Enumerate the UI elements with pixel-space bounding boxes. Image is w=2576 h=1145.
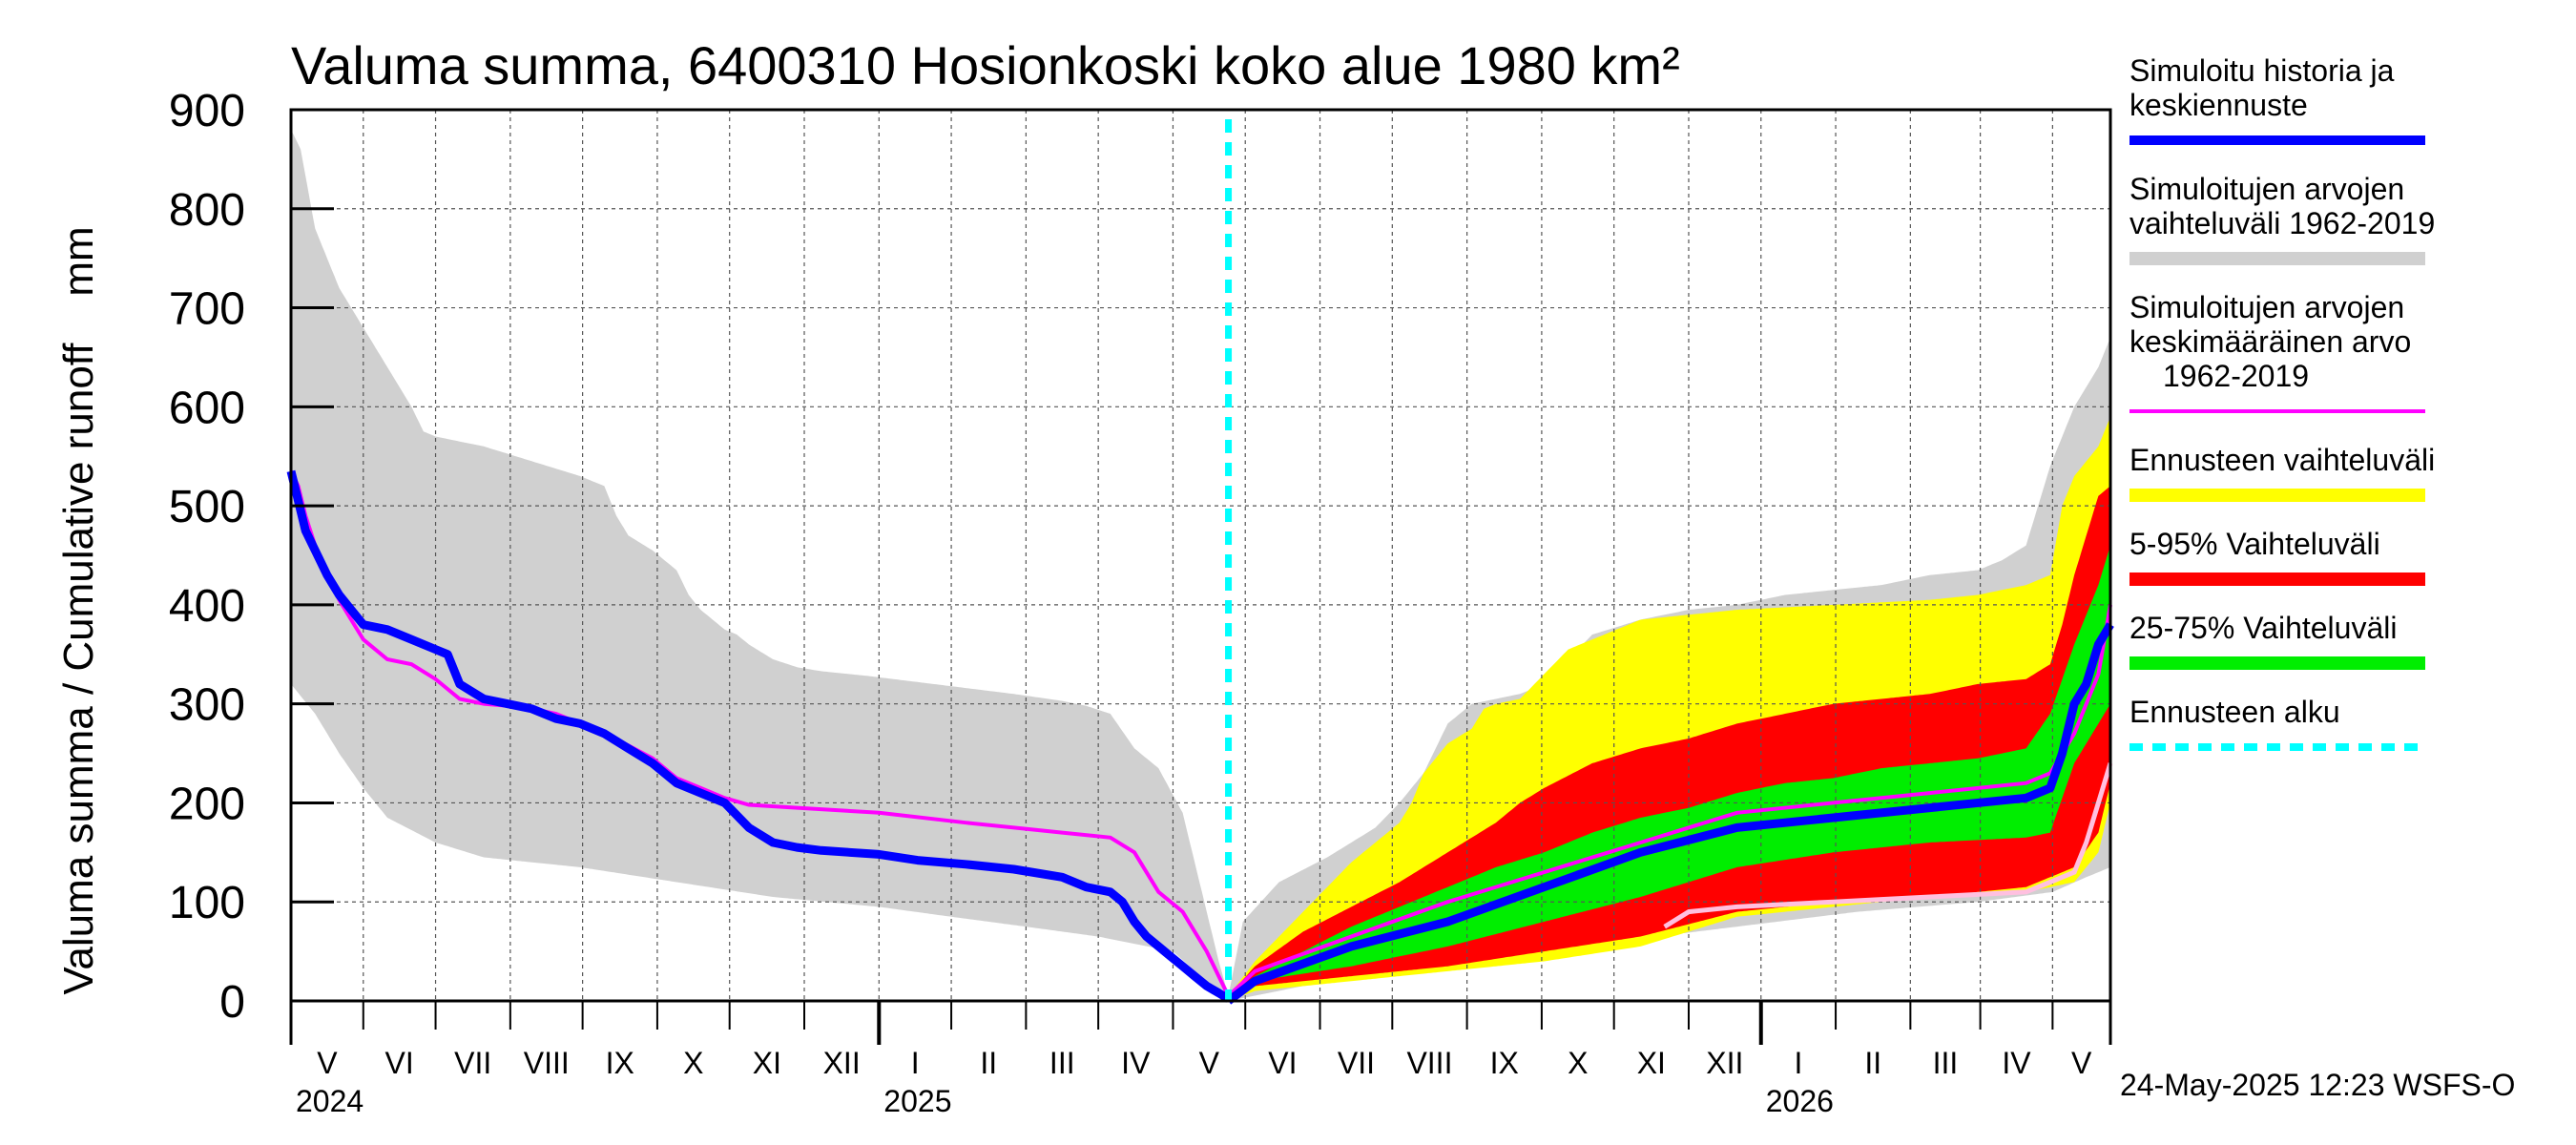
forecast-25-75-band	[1228, 545, 2110, 1001]
month-label: VI	[385, 1046, 414, 1080]
month-label: IV	[1121, 1046, 1151, 1080]
month-label: IX	[606, 1046, 634, 1080]
month-label: VI	[1268, 1046, 1297, 1080]
month-label: II	[1864, 1046, 1881, 1080]
legend-label: vaihteluväli 1962-2019	[2129, 206, 2435, 240]
month-label: X	[683, 1046, 703, 1080]
legend-swatch	[2129, 572, 2425, 586]
month-label: III	[1049, 1046, 1075, 1080]
legend-swatch	[2129, 252, 2425, 265]
month-label: V	[1199, 1046, 1220, 1080]
y-tick-label: 300	[169, 680, 245, 731]
month-label: IX	[1490, 1046, 1519, 1080]
legend-label: Ennusteen alku	[2129, 695, 2340, 729]
history-line	[286, 469, 1231, 1003]
forecast-minimum-line	[1663, 762, 2113, 929]
chart-title: Valuma summa, 6400310 Hosionkoski koko a…	[291, 35, 1680, 95]
plot-frame	[289, 108, 2112, 1003]
month-label: X	[1568, 1046, 1588, 1080]
legend-label: Ennusteen vaihteluväli	[2129, 443, 2435, 477]
month-label: II	[980, 1046, 997, 1080]
year-label: 2024	[296, 1084, 364, 1118]
month-label: IV	[2002, 1046, 2031, 1080]
month-label: III	[1933, 1046, 1959, 1080]
year-label: 2026	[1766, 1084, 1834, 1118]
month-label: VII	[454, 1046, 491, 1080]
month-label: XII	[1706, 1046, 1743, 1080]
month-label: XI	[753, 1046, 781, 1080]
footer-timestamp: 24-May-2025 12:23 WSFS-O	[2120, 1068, 2515, 1102]
y-tick-label: 800	[169, 185, 245, 236]
y-axis-label: Valuma summa / Cumulative runoff mm	[55, 226, 102, 994]
legend-label: Simuloitujen arvojen	[2129, 172, 2404, 206]
y-tick-label: 0	[219, 977, 245, 1028]
y-tick-label: 400	[169, 581, 245, 632]
legend-label: keskiennuste	[2129, 88, 2308, 122]
legend-label: keskimääräinen arvo	[2129, 324, 2411, 359]
y-tick-label: 200	[169, 779, 245, 829]
y-tick-label: 900	[169, 86, 245, 136]
month-label: XI	[1637, 1046, 1666, 1080]
legend-label: Simuloitu historia ja	[2129, 53, 2395, 88]
y-tick-label: 700	[169, 284, 245, 335]
legend-label: 25-75% Vaihteluväli	[2129, 611, 2397, 645]
forecast-5-95-band	[1228, 486, 2110, 1001]
month-label: XII	[823, 1046, 861, 1080]
month-label: I	[911, 1046, 920, 1080]
legend-label: 5-95% Vaihteluväli	[2129, 527, 2380, 561]
month-label: V	[2071, 1046, 2092, 1080]
mean-line	[289, 469, 2112, 1000]
y-tick-label: 600	[169, 383, 245, 433]
month-label: I	[1794, 1046, 1802, 1080]
month-label: V	[317, 1046, 338, 1080]
y-tick-label: 500	[169, 482, 245, 532]
legend-label: Simuloitujen arvojen	[2129, 290, 2404, 324]
month-label: VII	[1338, 1046, 1375, 1080]
legend-swatch	[2129, 489, 2425, 502]
month-label: VIII	[524, 1046, 570, 1080]
legend-label: 1962-2019	[2163, 359, 2309, 393]
y-tick-label: 100	[169, 878, 245, 928]
legend-swatch	[2129, 656, 2425, 670]
month-label: VIII	[1406, 1046, 1452, 1080]
forecast-median-line	[1225, 622, 2114, 1005]
year-label: 2025	[883, 1084, 951, 1118]
